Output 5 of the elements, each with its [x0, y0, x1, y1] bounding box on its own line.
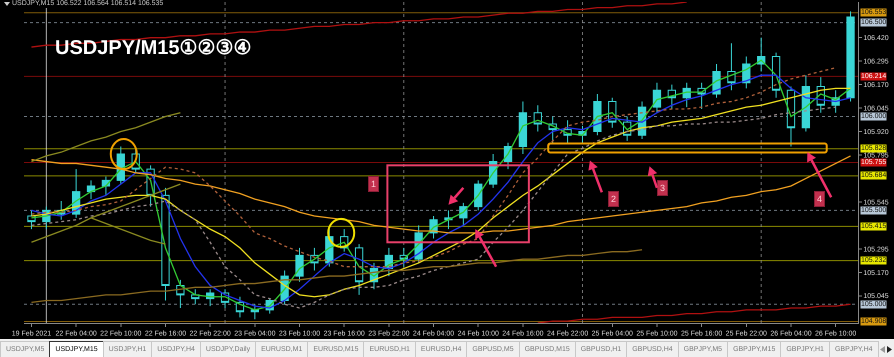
- annotation: 4: [817, 194, 822, 204]
- annotation: 1: [371, 179, 376, 189]
- annotation: 3: [660, 183, 666, 193]
- text: USDJPY/M15①②③④: [55, 37, 252, 59]
- annotation: 2: [611, 194, 616, 204]
